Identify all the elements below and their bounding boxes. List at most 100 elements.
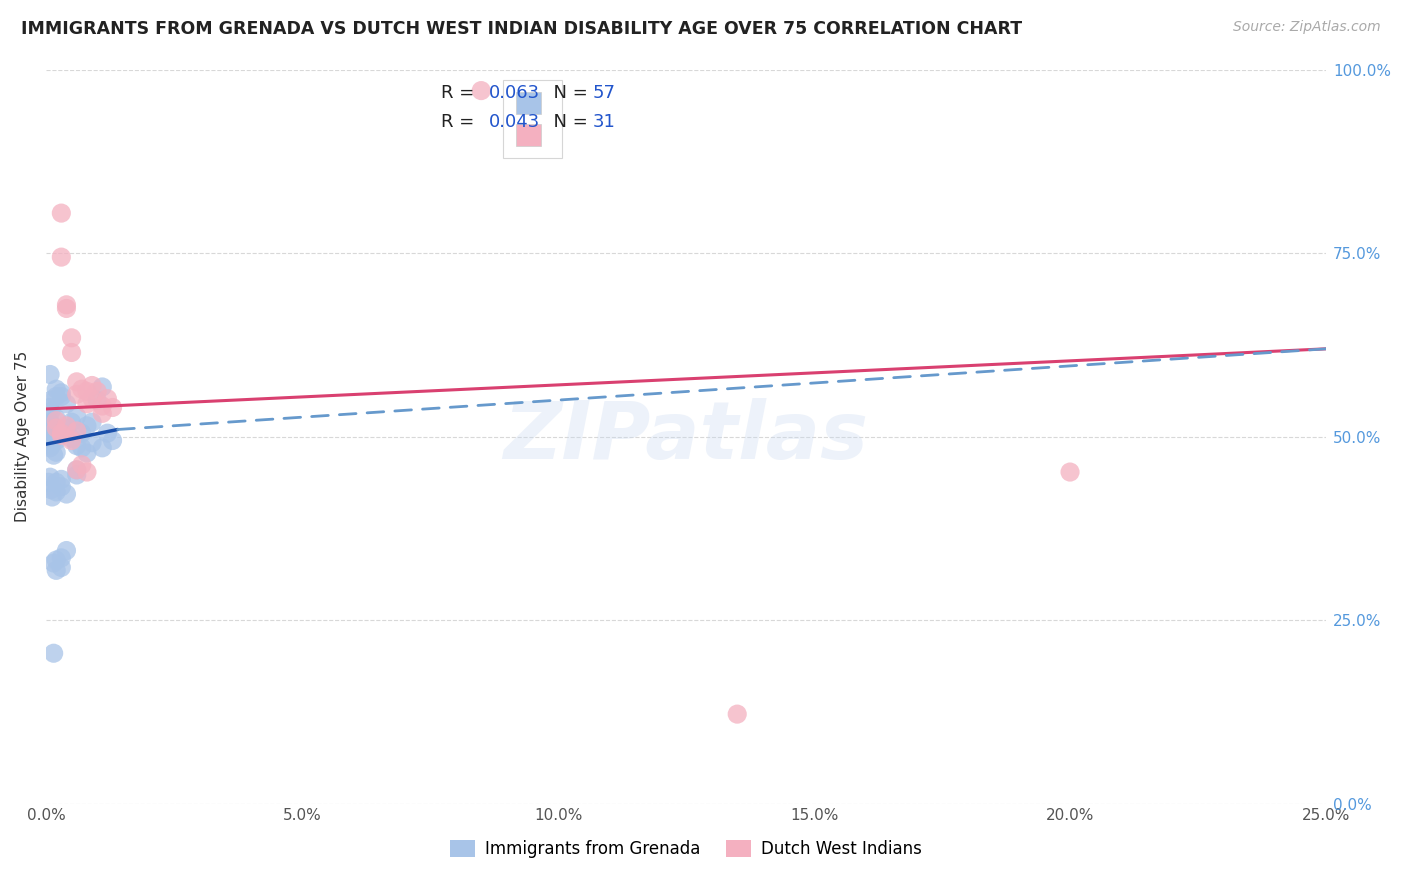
- Point: [66, 467, 89, 482]
- Point: [42, 646, 65, 660]
- Text: 0.043: 0.043: [489, 112, 540, 131]
- Point: [66, 439, 89, 453]
- Point: [45, 563, 67, 577]
- Point: [45, 484, 67, 499]
- Point: [38, 475, 60, 490]
- Point: [470, 84, 492, 98]
- Point: [38, 401, 60, 415]
- Point: [39, 417, 62, 431]
- Point: [51, 250, 73, 264]
- Point: [86, 384, 108, 399]
- Point: [45, 445, 67, 459]
- Point: [39, 393, 62, 408]
- Text: IMMIGRANTS FROM GRENADA VS DUTCH WEST INDIAN DISABILITY AGE OVER 75 CORRELATION : IMMIGRANTS FROM GRENADA VS DUTCH WEST IN…: [21, 20, 1022, 37]
- Point: [1059, 465, 1081, 479]
- Point: [91, 441, 114, 455]
- Point: [51, 389, 73, 403]
- Point: [39, 430, 62, 444]
- Point: [39, 439, 62, 453]
- Point: [76, 446, 98, 460]
- Point: [80, 415, 103, 429]
- Point: [55, 543, 77, 558]
- Point: [70, 426, 93, 441]
- Point: [45, 382, 67, 396]
- Point: [38, 423, 60, 437]
- Point: [45, 414, 67, 428]
- Point: [76, 397, 98, 411]
- Point: [70, 458, 93, 472]
- Point: [39, 441, 62, 455]
- Point: [66, 463, 89, 477]
- Point: [41, 490, 63, 504]
- Point: [86, 393, 108, 408]
- Text: Source: ZipAtlas.com: Source: ZipAtlas.com: [1233, 20, 1381, 34]
- Point: [41, 418, 63, 433]
- Point: [60, 434, 83, 448]
- Point: [76, 418, 98, 433]
- Text: 0.063: 0.063: [489, 84, 540, 103]
- Text: R =: R =: [441, 112, 479, 131]
- Point: [66, 463, 89, 477]
- Point: [45, 553, 67, 567]
- Point: [60, 415, 83, 429]
- Point: [51, 480, 73, 494]
- Point: [66, 387, 89, 401]
- Point: [96, 426, 118, 441]
- Point: [51, 426, 73, 441]
- Point: [45, 411, 67, 425]
- Text: 57: 57: [593, 84, 616, 103]
- Text: 31: 31: [593, 112, 616, 131]
- Point: [70, 382, 93, 396]
- Point: [45, 421, 67, 435]
- Point: [39, 483, 62, 497]
- Point: [39, 470, 62, 484]
- Point: [55, 301, 77, 316]
- Point: [60, 431, 83, 445]
- Point: [80, 435, 103, 450]
- Point: [51, 385, 73, 400]
- Point: [55, 298, 77, 312]
- Point: [51, 206, 73, 220]
- Point: [42, 556, 65, 570]
- Point: [39, 433, 62, 447]
- Point: [70, 441, 93, 455]
- Point: [45, 389, 67, 403]
- Point: [55, 418, 77, 433]
- Legend: Immigrants from Grenada, Dutch West Indians: Immigrants from Grenada, Dutch West Indi…: [444, 833, 928, 865]
- Point: [51, 550, 73, 565]
- Point: [96, 392, 118, 406]
- Point: [39, 404, 62, 418]
- Point: [45, 475, 67, 490]
- Point: [55, 487, 77, 501]
- Text: N =: N =: [543, 112, 593, 131]
- Text: ZIPatlas: ZIPatlas: [503, 398, 869, 475]
- Y-axis label: Disability Age Over 75: Disability Age Over 75: [15, 351, 30, 523]
- Point: [39, 368, 62, 382]
- Point: [725, 707, 748, 722]
- Point: [91, 406, 114, 420]
- Point: [51, 560, 73, 574]
- Point: [51, 426, 73, 441]
- Point: [55, 397, 77, 411]
- Point: [51, 472, 73, 486]
- Point: [101, 401, 124, 415]
- Text: N =: N =: [543, 84, 593, 103]
- Point: [51, 428, 73, 442]
- Point: [45, 434, 67, 448]
- Point: [66, 409, 89, 424]
- Point: [66, 424, 89, 438]
- Point: [80, 378, 103, 392]
- Point: [91, 399, 114, 413]
- Point: [91, 380, 114, 394]
- Point: [60, 345, 83, 359]
- Point: [39, 415, 62, 429]
- Point: [76, 465, 98, 479]
- Point: [60, 331, 83, 345]
- Point: [55, 421, 77, 435]
- Point: [80, 392, 103, 406]
- Point: [101, 434, 124, 448]
- Point: [66, 375, 89, 389]
- Point: [42, 448, 65, 462]
- Point: [76, 384, 98, 399]
- Text: R =: R =: [441, 84, 479, 103]
